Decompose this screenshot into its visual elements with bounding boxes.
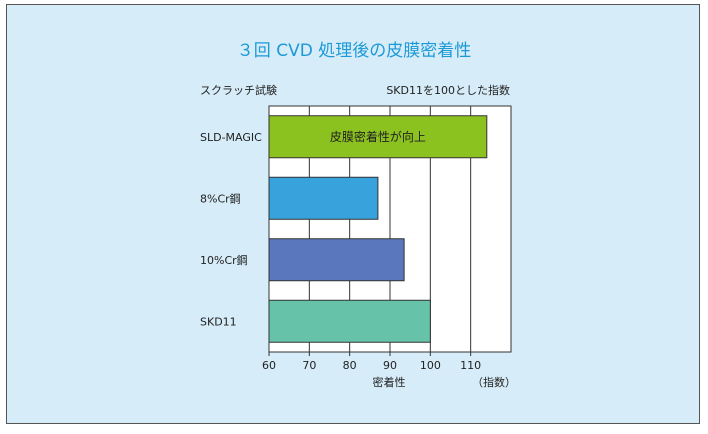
x-tick-label: 70 [302,359,316,372]
category-label: SLD-MAGIC [200,131,262,144]
category-label: 10%Cr鋼 [200,253,248,267]
bar [268,299,431,343]
bar [268,176,379,220]
x-tick-label: 60 [262,359,276,372]
x-axis-label: 密着性 [373,375,406,389]
chart-title: ３回 CVD 処理後の皮膜密着性 [237,41,471,61]
category-label: SKD11 [200,315,237,328]
x-axis-unit: （指数） [472,375,516,389]
chart-subtitle-right: SKD11を100とした指数 [386,83,510,97]
x-tick-label: 100 [420,359,441,372]
x-tick-label: 80 [343,359,357,372]
bar [268,115,488,159]
bar-annotation: 皮膜密着性が向上 [330,129,426,144]
x-tick-label: 110 [460,359,481,372]
chart-subtitle-left: スクラッチ試験 [200,83,277,97]
x-tick-label: 90 [383,359,397,372]
category-label: 8%Cr鋼 [200,191,241,205]
bar [268,238,405,282]
